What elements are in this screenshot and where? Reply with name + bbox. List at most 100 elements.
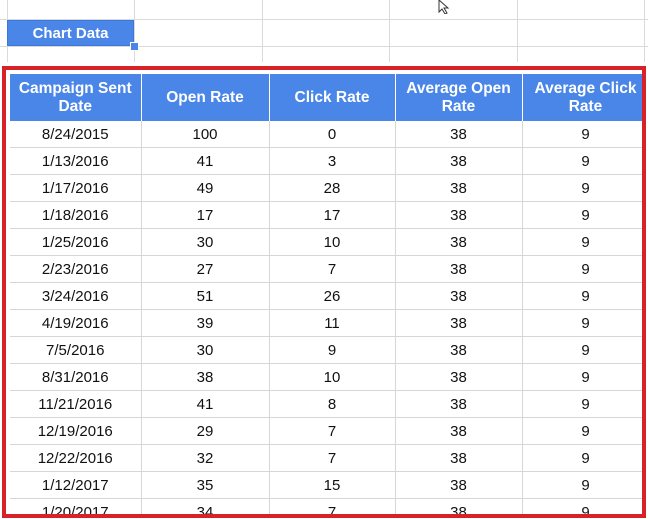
average-open-rate-cell[interactable]: 38 [395, 417, 523, 445]
open-rate-cell[interactable]: 17 [141, 201, 270, 229]
open-rate-cell[interactable]: 41 [141, 147, 270, 175]
open-rate-cell[interactable]: 100 [141, 121, 270, 148]
grid-line [389, 0, 390, 62]
average-click-rate-cell[interactable]: 9 [522, 228, 642, 256]
header-click-rate[interactable]: Click Rate [269, 74, 396, 121]
open-rate-cell[interactable]: 41 [141, 390, 270, 418]
grid-line [0, 19, 648, 20]
click-rate-cell[interactable]: 3 [269, 147, 396, 175]
average-open-rate-cell[interactable]: 38 [395, 309, 523, 337]
header-average-open-rate[interactable]: Average Open Rate [395, 74, 523, 121]
click-rate-cell[interactable]: 9 [269, 336, 396, 364]
average-open-rate-cell[interactable]: 38 [395, 255, 523, 283]
date-cell[interactable]: 11/21/2016 [10, 390, 142, 418]
date-cell[interactable]: 1/12/2017 [10, 471, 142, 499]
table-body: 8/24/2015 100 0 38 9 1/13/2016 41 3 38 9 1/17/2016… [10, 121, 642, 514]
table-row: 12/19/2016 29 7 38 9 [10, 417, 642, 445]
average-click-rate-cell[interactable]: 9 [522, 444, 642, 472]
average-click-rate-cell[interactable]: 9 [522, 390, 642, 418]
header-open-rate[interactable]: Open Rate [141, 74, 270, 121]
average-open-rate-cell[interactable]: 38 [395, 390, 523, 418]
average-click-rate-cell[interactable]: 9 [522, 201, 642, 229]
open-rate-cell[interactable]: 38 [141, 363, 270, 391]
date-cell[interactable]: 1/13/2016 [10, 147, 142, 175]
date-cell[interactable]: 4/19/2016 [10, 309, 142, 337]
table-row: 2/23/2016 27 7 38 9 [10, 255, 642, 283]
click-rate-cell[interactable]: 10 [269, 228, 396, 256]
average-click-rate-cell[interactable]: 9 [522, 121, 642, 148]
table-row: 1/17/2016 49 28 38 9 [10, 174, 642, 202]
date-cell[interactable]: 2/23/2016 [10, 255, 142, 283]
average-open-rate-cell[interactable]: 38 [395, 282, 523, 310]
click-rate-cell[interactable]: 7 [269, 498, 396, 514]
open-rate-cell[interactable]: 34 [141, 498, 270, 514]
click-rate-cell[interactable]: 28 [269, 174, 396, 202]
click-rate-cell[interactable]: 15 [269, 471, 396, 499]
average-click-rate-cell[interactable]: 9 [522, 174, 642, 202]
date-cell[interactable]: 12/22/2016 [10, 444, 142, 472]
chart-data-cell[interactable]: Chart Data [7, 20, 134, 46]
average-open-rate-cell[interactable]: 38 [395, 121, 523, 148]
date-cell[interactable]: 3/24/2016 [10, 282, 142, 310]
average-open-rate-cell[interactable]: 38 [395, 471, 523, 499]
average-click-rate-cell[interactable]: 9 [522, 498, 642, 514]
average-open-rate-cell[interactable]: 38 [395, 363, 523, 391]
average-open-rate-cell[interactable]: 38 [395, 444, 523, 472]
grid-line [262, 0, 263, 62]
chart-data-label: Chart Data [32, 24, 109, 42]
average-click-rate-cell[interactable]: 9 [522, 282, 642, 310]
open-rate-cell[interactable]: 49 [141, 174, 270, 202]
open-rate-cell[interactable]: 51 [141, 282, 270, 310]
click-rate-cell[interactable]: 17 [269, 201, 396, 229]
click-rate-cell[interactable]: 7 [269, 255, 396, 283]
open-rate-cell[interactable]: 27 [141, 255, 270, 283]
average-open-rate-cell[interactable]: 38 [395, 174, 523, 202]
table-row: 8/24/2015 100 0 38 9 [10, 121, 642, 148]
date-cell[interactable]: 1/20/2017 [10, 498, 142, 514]
table-row: 1/20/2017 34 7 38 9 [10, 498, 642, 514]
average-click-rate-cell[interactable]: 9 [522, 417, 642, 445]
average-open-rate-cell[interactable]: 38 [395, 147, 523, 175]
open-rate-cell[interactable]: 29 [141, 417, 270, 445]
average-open-rate-cell[interactable]: 38 [395, 498, 523, 514]
average-click-rate-cell[interactable]: 9 [522, 147, 642, 175]
click-rate-cell[interactable]: 10 [269, 363, 396, 391]
open-rate-cell[interactable]: 30 [141, 228, 270, 256]
click-rate-cell[interactable]: 7 [269, 417, 396, 445]
click-rate-cell[interactable]: 0 [269, 121, 396, 148]
average-click-rate-cell[interactable]: 9 [522, 255, 642, 283]
average-click-rate-cell[interactable]: 9 [522, 471, 642, 499]
header-average-click-rate[interactable]: Average Click Rate [522, 74, 642, 121]
average-click-rate-cell[interactable]: 9 [522, 363, 642, 391]
open-rate-cell[interactable]: 30 [141, 336, 270, 364]
average-open-rate-cell[interactable]: 38 [395, 336, 523, 364]
highlight-box: Campaign Sent Date Open Rate Click Rate … [2, 66, 646, 518]
click-rate-cell[interactable]: 11 [269, 309, 396, 337]
average-click-rate-cell[interactable]: 9 [522, 336, 642, 364]
open-rate-cell[interactable]: 39 [141, 309, 270, 337]
selection-fill-handle[interactable] [130, 42, 139, 51]
table-row: 3/24/2016 51 26 38 9 [10, 282, 642, 310]
average-open-rate-cell[interactable]: 38 [395, 201, 523, 229]
date-cell[interactable]: 1/25/2016 [10, 228, 142, 256]
open-rate-cell[interactable]: 32 [141, 444, 270, 472]
table-row: 12/22/2016 32 7 38 9 [10, 444, 642, 472]
header-campaign-sent-date[interactable]: Campaign Sent Date [10, 74, 142, 121]
average-open-rate-cell[interactable]: 38 [395, 228, 523, 256]
click-rate-cell[interactable]: 8 [269, 390, 396, 418]
date-cell[interactable]: 12/19/2016 [10, 417, 142, 445]
date-cell[interactable]: 1/18/2016 [10, 201, 142, 229]
average-click-rate-cell[interactable]: 9 [522, 309, 642, 337]
date-cell[interactable]: 8/24/2015 [10, 121, 142, 148]
date-cell[interactable]: 8/31/2016 [10, 363, 142, 391]
table-row: 1/18/2016 17 17 38 9 [10, 201, 642, 229]
date-cell[interactable]: 7/5/2016 [10, 336, 142, 364]
open-rate-cell[interactable]: 35 [141, 471, 270, 499]
mouse-pointer-icon [438, 0, 450, 14]
date-cell[interactable]: 1/17/2016 [10, 174, 142, 202]
grid-line [134, 0, 135, 62]
click-rate-cell[interactable]: 26 [269, 282, 396, 310]
table-row: 4/19/2016 39 11 38 9 [10, 309, 642, 337]
table-row: 7/5/2016 30 9 38 9 [10, 336, 642, 364]
click-rate-cell[interactable]: 7 [269, 444, 396, 472]
